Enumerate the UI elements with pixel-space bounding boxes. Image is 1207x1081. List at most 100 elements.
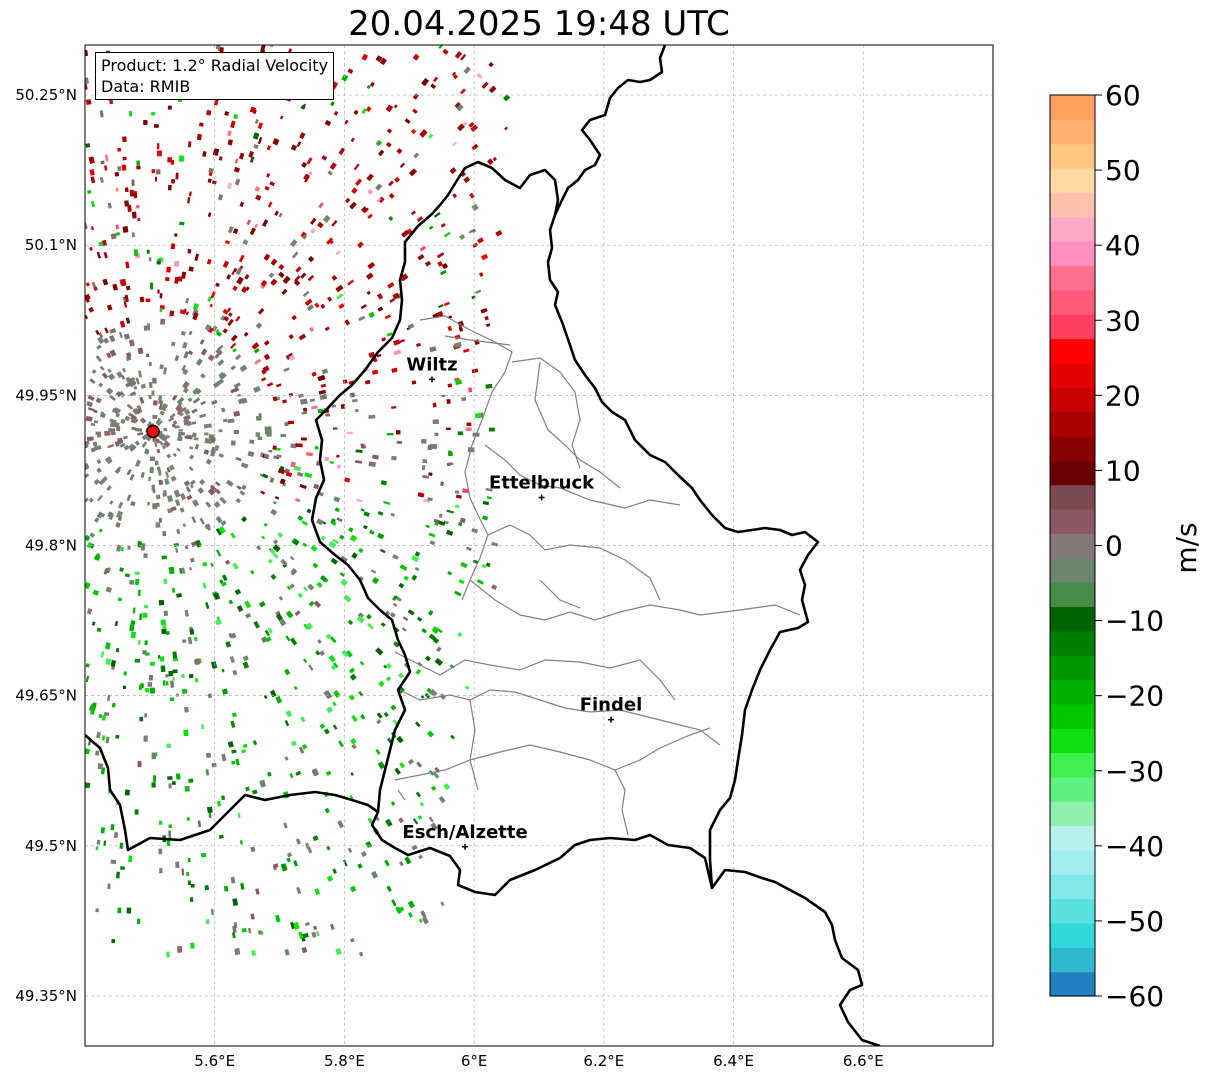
radar-echo	[471, 528, 478, 534]
radar-echo	[376, 197, 382, 203]
radar-echo	[262, 365, 270, 372]
radar-echo	[350, 738, 357, 745]
radar-echo	[199, 122, 204, 127]
radar-echo	[222, 688, 228, 695]
radar-echo	[98, 332, 103, 338]
radar-echo	[168, 416, 175, 422]
radar-echo	[303, 173, 310, 181]
radar-echo	[108, 428, 116, 433]
radar-echo	[210, 562, 214, 567]
radar-echo	[218, 194, 223, 201]
radar-echo	[254, 186, 261, 192]
colorbar-segment	[1050, 801, 1095, 827]
graticule	[85, 45, 993, 1046]
radar-echo	[390, 704, 397, 711]
radar-echo	[425, 655, 431, 662]
radar-echo	[168, 783, 172, 789]
radar-echo	[101, 735, 106, 741]
colorbar-tick-label: 50	[1105, 154, 1141, 187]
radar-echo	[97, 336, 105, 345]
radar-echo	[167, 105, 172, 110]
radar-echo	[152, 400, 158, 406]
radar-echo	[178, 155, 185, 162]
radar-echo	[267, 382, 274, 387]
radar-echo	[440, 901, 445, 907]
radar-echo	[219, 47, 224, 53]
radar-echo	[421, 78, 429, 87]
radar-echo	[213, 501, 221, 509]
radar-echo	[152, 414, 158, 420]
radar-echo	[182, 523, 187, 528]
radar-echo	[332, 724, 338, 730]
radar-echo	[399, 339, 405, 343]
radar-echo	[187, 350, 194, 356]
radar-echo	[393, 104, 398, 109]
radar-echo	[398, 817, 404, 824]
radar-echo	[403, 575, 409, 581]
radar-echo	[103, 251, 108, 259]
radar-echo	[103, 567, 109, 575]
radar-echo	[199, 479, 206, 485]
radar-echo	[85, 444, 89, 449]
radar-echo	[360, 508, 365, 512]
radar-echo	[241, 749, 246, 754]
radar-echo	[454, 504, 460, 509]
radar-echo	[144, 605, 148, 609]
radar-echo	[268, 558, 273, 564]
radar-echo	[324, 326, 330, 332]
radar-echo	[114, 441, 120, 447]
lat-tick-label: 49.65°N	[15, 687, 77, 705]
radar-echo	[347, 279, 354, 286]
radar-echo	[363, 511, 370, 517]
radar-echo	[194, 678, 199, 683]
radar-echo	[432, 419, 439, 425]
radar-echo	[111, 408, 119, 415]
radar-echo	[234, 158, 239, 164]
radar-echo	[349, 534, 357, 542]
radar-echo	[130, 415, 138, 423]
radar-echo	[325, 770, 332, 776]
radar-echo	[353, 109, 359, 115]
radar-echo	[174, 276, 180, 284]
radar-echo	[119, 567, 124, 572]
radar-echo	[275, 696, 283, 704]
radar-echo	[89, 532, 95, 538]
radar-echo	[227, 318, 234, 327]
radar-echo	[232, 925, 237, 933]
radar-echo	[411, 210, 416, 216]
radar-echo	[124, 294, 129, 302]
radar-echo	[228, 633, 233, 639]
radar-echo	[367, 261, 376, 270]
radar-echo	[284, 422, 289, 427]
radar-echo	[85, 782, 91, 789]
radar-echo	[233, 228, 239, 234]
radar-echo	[331, 275, 338, 281]
radar-echo	[270, 689, 277, 698]
radar-echo	[286, 857, 291, 863]
radar-echo	[235, 315, 241, 322]
radar-echo	[272, 445, 277, 450]
radar-echo	[384, 859, 390, 867]
radar-echo	[142, 612, 148, 618]
radar-echo	[167, 157, 173, 163]
radar-echo	[213, 592, 221, 600]
radar-echo	[399, 564, 408, 571]
radar-echo	[396, 148, 403, 155]
radar-echo	[423, 499, 430, 503]
radar-echo	[347, 847, 353, 853]
radar-echo	[160, 318, 166, 325]
radar-echo	[161, 445, 167, 450]
radar-echo	[129, 579, 135, 585]
radar-echo	[217, 349, 223, 356]
radar-echo	[333, 110, 339, 116]
radar-echo	[275, 914, 281, 923]
radar-echo	[291, 740, 297, 747]
radar-echo	[94, 553, 100, 561]
radar-echo	[85, 675, 90, 683]
radar-echo	[265, 636, 272, 643]
radar-echo	[85, 222, 88, 230]
radar-echo	[386, 676, 392, 682]
radar-echo	[436, 627, 443, 634]
radar-echo	[194, 444, 200, 450]
radar-echo	[300, 231, 307, 239]
